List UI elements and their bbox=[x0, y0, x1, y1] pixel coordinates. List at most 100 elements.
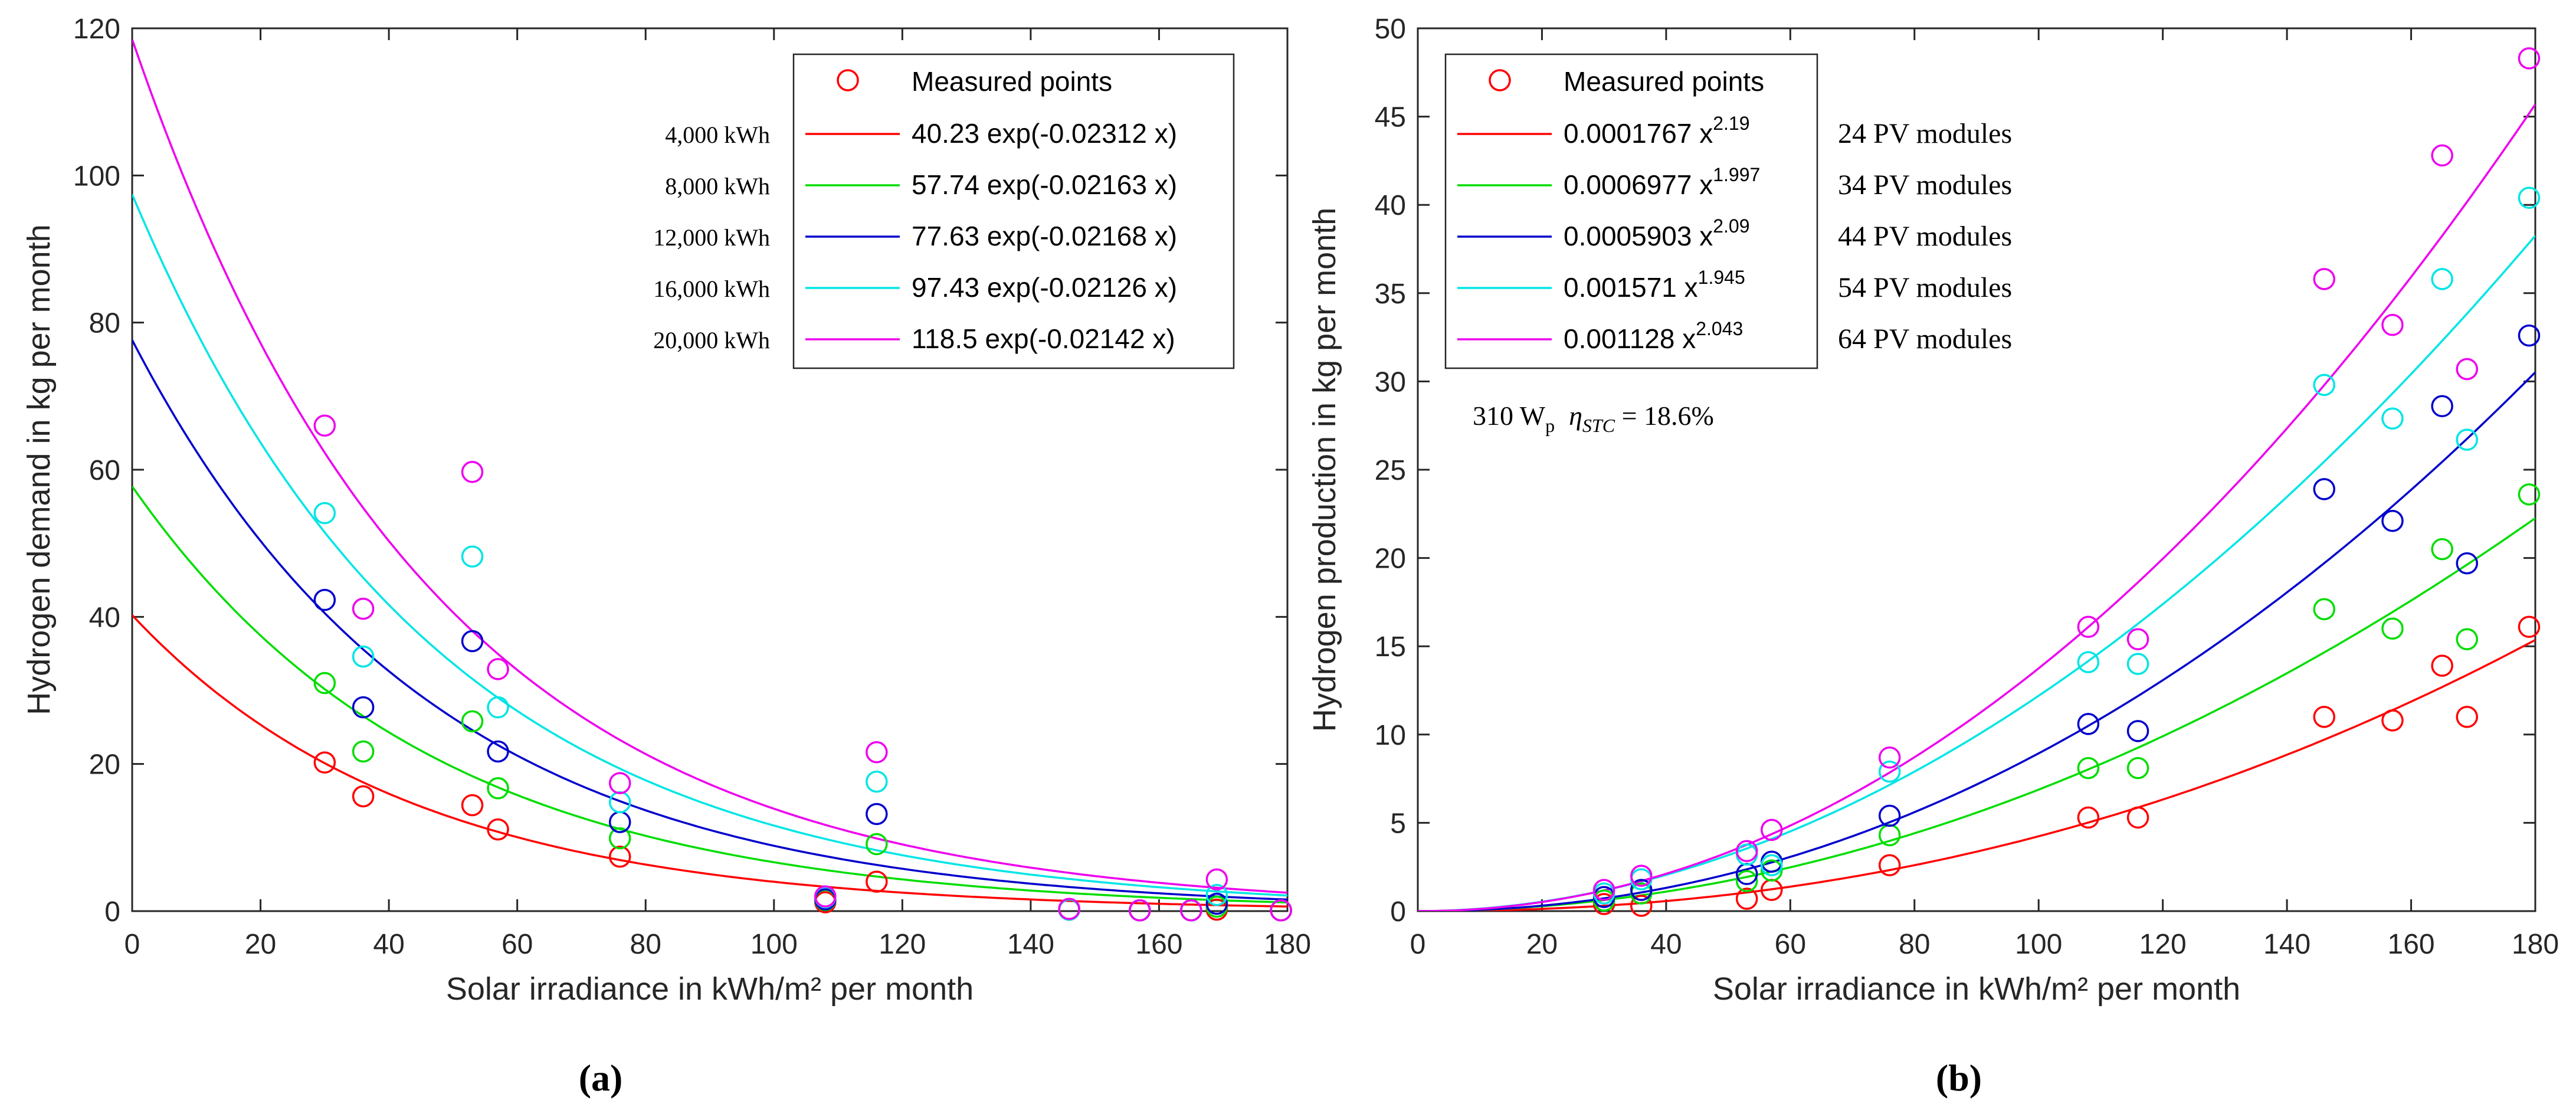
x-tick-label: 40 bbox=[373, 929, 404, 960]
fit-curve-0 bbox=[132, 614, 1287, 908]
x-tick-label: 180 bbox=[2512, 929, 2559, 960]
x-tick-label: 120 bbox=[2139, 929, 2187, 960]
y-tick-label: 15 bbox=[1375, 631, 1406, 663]
data-point-s1-p1 bbox=[352, 740, 375, 763]
data-point-s1-p8 bbox=[2381, 617, 2404, 640]
x-tick-label: 60 bbox=[1775, 929, 1806, 960]
data-point-s2-p6 bbox=[866, 803, 888, 826]
x-tick-label: 160 bbox=[1135, 929, 1182, 960]
legend-fit-exponent: 2.09 bbox=[1713, 215, 1749, 237]
series-label: 12,000 kWh bbox=[653, 224, 770, 251]
data-point-s2-p2 bbox=[461, 630, 484, 653]
y-tick-label: 40 bbox=[1375, 190, 1406, 221]
annotation-module-spec: 310 Wp ηSTC = 18.6% bbox=[1473, 401, 1714, 436]
data-point-s2-p10 bbox=[1205, 892, 1228, 915]
x-tick-label: 60 bbox=[502, 929, 533, 960]
data-point-s0-p6 bbox=[2126, 806, 2149, 829]
data-point-s4-p9 bbox=[1180, 899, 1202, 922]
data-point-s1-p4 bbox=[608, 827, 631, 850]
data-point-s0-p11 bbox=[2518, 615, 2541, 638]
data-point-s4-p2 bbox=[1735, 840, 1758, 863]
fit-curve-1 bbox=[132, 486, 1287, 904]
data-point-s2-p11 bbox=[2518, 324, 2541, 347]
y-tick-label: 0 bbox=[1390, 896, 1406, 928]
x-axis-label: Solar irradiance in kWh/m² per month bbox=[446, 971, 974, 1007]
data-point-s4-p2 bbox=[461, 460, 484, 483]
data-point-s0-p3 bbox=[487, 818, 509, 841]
y-tick-label: 20 bbox=[1375, 543, 1406, 575]
data-point-s4-p9 bbox=[2431, 144, 2453, 167]
y-tick-label: 30 bbox=[1375, 366, 1406, 398]
data-point-s2-p7 bbox=[2313, 478, 2335, 500]
x-tick-label: 0 bbox=[124, 929, 140, 960]
legend-fit-label: 0.0005903 x2.09 bbox=[1564, 215, 1750, 251]
y-axis-label: Hydrogen production in kg per month bbox=[1307, 208, 1342, 732]
legend-label-measured: Measured points bbox=[912, 66, 1112, 97]
x-tick-label: 100 bbox=[750, 929, 798, 960]
series-label: 24 PV modules bbox=[1838, 118, 2012, 149]
legend-fit-exponent: 2.19 bbox=[1713, 113, 1749, 134]
data-point-s4-p5 bbox=[814, 885, 837, 908]
series-label: 44 PV modules bbox=[1838, 221, 2012, 252]
data-point-s3-p2 bbox=[461, 545, 484, 568]
legend-box bbox=[1444, 53, 1818, 369]
y-tick-label: 60 bbox=[89, 455, 120, 486]
legend-fit-label: 40.23 exp(-0.02312 x) bbox=[912, 118, 1177, 149]
panel-a: 0 20 40 60 80 100 120 140 160 180 0 20 40 60 80 100 120 S… bbox=[21, 14, 1311, 1099]
legend-fit-label: 0.001128 x2.043 bbox=[1564, 318, 1743, 354]
data-point-s3-p3 bbox=[487, 696, 509, 719]
data-point-s4-p3 bbox=[1761, 818, 1783, 841]
legend-fit-coef: 0.0005903 x bbox=[1564, 221, 1713, 251]
x-tick-label: 40 bbox=[1650, 929, 1682, 960]
panel-label: (b) bbox=[1936, 1057, 1982, 1099]
legend-fit-coef: 0.001571 x bbox=[1564, 272, 1698, 303]
data-point-s3-p7 bbox=[2313, 374, 2335, 397]
series-label: 34 PV modules bbox=[1838, 169, 2012, 201]
data-point-s0-p10 bbox=[2456, 706, 2479, 728]
annotation-power: 310 W bbox=[1473, 401, 1546, 431]
data-point-s1-p9 bbox=[2431, 538, 2453, 561]
series-label: 54 PV modules bbox=[1838, 272, 2012, 303]
y-tick-label: 5 bbox=[1390, 808, 1406, 839]
fit-curve-3 bbox=[132, 194, 1287, 897]
series-label: 4,000 kWh bbox=[665, 122, 770, 148]
y-tick-label: 40 bbox=[89, 602, 120, 633]
data-point-s2-p10 bbox=[2456, 552, 2479, 575]
data-point-s4-p11 bbox=[1270, 899, 1292, 922]
data-point-s1-p3 bbox=[1761, 859, 1783, 882]
data-point-s4-p6 bbox=[2126, 628, 2149, 650]
legend-box bbox=[792, 53, 1235, 369]
legend-label-measured: Measured points bbox=[1564, 66, 1764, 97]
data-point-s4-p8 bbox=[2381, 313, 2404, 336]
data-point-s3-p6 bbox=[866, 770, 888, 793]
y-tick-label: 50 bbox=[1375, 14, 1406, 45]
legend-fit-label: 0.001571 x1.945 bbox=[1564, 267, 1745, 303]
data-point-s3-p10 bbox=[2456, 428, 2479, 451]
legend-fit-coef: 0.001128 x bbox=[1564, 323, 1696, 354]
panel-label: (a) bbox=[579, 1057, 623, 1099]
x-axis-label: Solar irradiance in kWh/m² per month bbox=[1713, 971, 2240, 1007]
data-point-s3-p1 bbox=[352, 645, 375, 668]
fit-curve-0 bbox=[1418, 638, 2535, 911]
data-point-s4-p6 bbox=[866, 741, 888, 764]
data-point-s2-p5 bbox=[2077, 713, 2100, 735]
fit-curve-2 bbox=[1418, 371, 2535, 911]
data-point-s4-p5 bbox=[2077, 615, 2100, 638]
data-point-s4-p7 bbox=[1058, 898, 1080, 921]
legend-fit-label: 77.63 exp(-0.02168 x) bbox=[912, 221, 1177, 251]
data-point-s4-p3 bbox=[487, 658, 509, 680]
data-point-s1-p0 bbox=[313, 672, 336, 695]
data-point-s4-p4 bbox=[608, 772, 631, 794]
data-point-s1-p6 bbox=[866, 833, 888, 856]
data-point-s1-p2 bbox=[461, 710, 484, 733]
legend-fit-label: 118.5 exp(-0.02142 x) bbox=[912, 323, 1175, 354]
data-point-s2-p9 bbox=[2431, 395, 2453, 418]
data-point-s3-p6 bbox=[2126, 653, 2149, 675]
data-point-s0-p1 bbox=[1630, 895, 1653, 917]
data-point-s1-p5 bbox=[2077, 757, 2100, 780]
x-tick-label: 180 bbox=[1264, 929, 1311, 960]
y-tick-label: 45 bbox=[1375, 102, 1406, 133]
data-point-s2-p1 bbox=[352, 696, 375, 719]
data-point-s0-p5 bbox=[2077, 806, 2100, 829]
